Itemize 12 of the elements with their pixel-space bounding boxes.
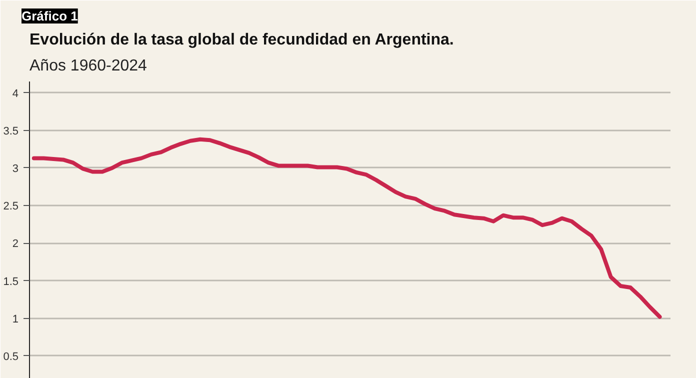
chart-subtitle: Años 1960-2024 (30, 58, 148, 74)
text: Gráfico 1 (22, 8, 78, 24)
y-tick-label: 4 (12, 88, 19, 100)
y-tick-label: 2.5 (3, 200, 19, 213)
y-tick-label: 2 (12, 238, 19, 250)
y-tick-label: 1.5 (3, 276, 19, 288)
line-series (32, 137, 662, 319)
y-tick-label: 3.5 (3, 125, 19, 138)
y-tick-label: 1 (12, 313, 19, 326)
chart-title: Evolución de la tasa global de fecundidad en Argentina. (30, 32, 454, 48)
y-tick-label: 0.5 (3, 350, 19, 363)
y-tick-label: 3 (12, 162, 19, 175)
